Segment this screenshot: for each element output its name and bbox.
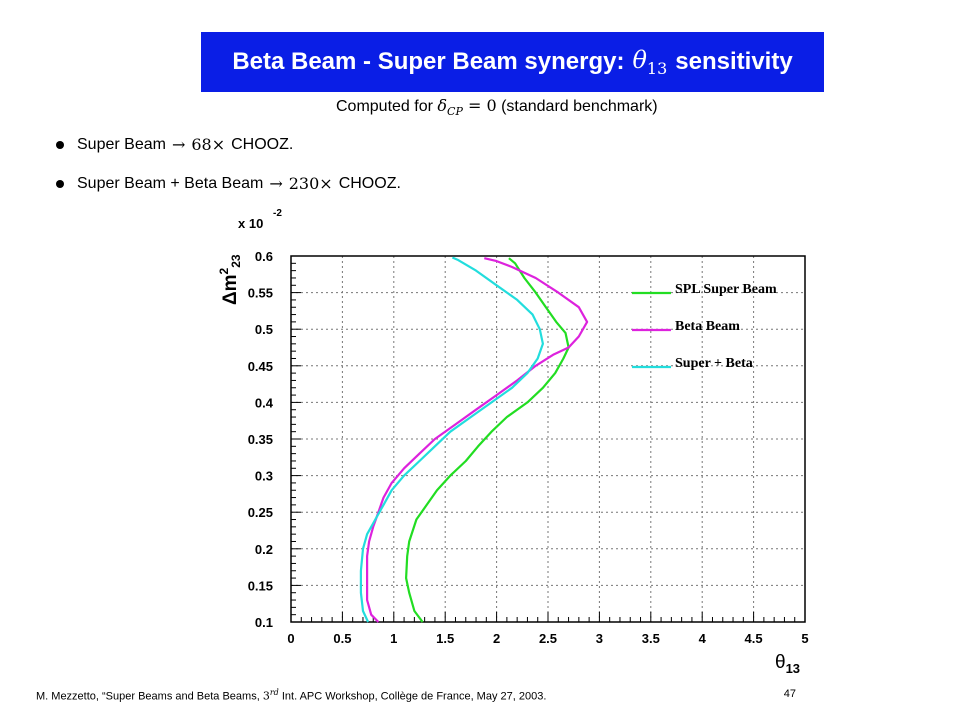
y-tick-label: 0.3 [255, 469, 273, 484]
y-tick-label: 0.6 [255, 249, 273, 264]
y-multiplier-exponent: -2 [273, 208, 282, 219]
series-line-spl-super-beam [405, 257, 570, 623]
delta-cp-math: δCP = 0 [437, 96, 497, 119]
svg-text:Δm223: Δm223 [217, 254, 243, 305]
slide-title: Beta Beam - Super Beam synergy: θ13 sens… [201, 32, 824, 92]
y-tick-label: 0.4 [255, 395, 274, 410]
x-tick-label: 3.5 [642, 631, 660, 646]
legend-label: Super + Beta [675, 356, 753, 371]
title-theta13: θ13 [632, 46, 668, 78]
footer-citation: M. Mezzetto, “Super Beams and Beta Beams… [36, 688, 796, 703]
x-tick-label: 2 [493, 631, 500, 646]
bullet-super-plus-beta: Super Beam + Beta Beam → 230× CHOOZ. [56, 174, 401, 193]
y-tick-label: 0.45 [248, 359, 273, 374]
x-tick-label: 1.5 [436, 631, 454, 646]
legend-label: SPL Super Beam [675, 282, 777, 297]
series-lines [359, 256, 589, 623]
bullet-dot-icon [56, 179, 64, 188]
title-suffix: sensitivity [675, 48, 793, 75]
axis-ticks: 0 0.5 1 1.5 2 2.5 3 3.5 4 4.5 5 0.1 0.15 0.2 0.25 0.3 0.… [248, 249, 809, 646]
y-tick-label: 0.35 [248, 432, 273, 447]
y-tick-label: 0.25 [248, 505, 273, 520]
chart-grid [291, 256, 805, 622]
x-tick-label: 3 [596, 631, 603, 646]
y-multiplier-label: x 10 [238, 216, 263, 231]
x-tick-label: 2.5 [539, 631, 557, 646]
y-tick-label: 0.5 [255, 322, 273, 337]
x-tick-label: 5 [801, 631, 808, 646]
bullet-dot-icon [56, 140, 64, 149]
x-axis-label: θ13 [775, 652, 800, 676]
y-axis-label: Δm223 [217, 254, 243, 305]
subtitle: Computed for δCP = 0 (standard benchmark… [336, 96, 658, 119]
x-tick-label: 0 [287, 631, 294, 646]
x-tick-label: 0.5 [333, 631, 351, 646]
page-number: 47 [783, 688, 796, 700]
chart-legend: SPL Super Beam Beta Beam Super + Beta [632, 282, 777, 371]
legend-label: Beta Beam [675, 319, 740, 334]
y-tick-label: 0.1 [255, 615, 273, 630]
bullet-super-beam: Super Beam → 68× CHOOZ. [56, 135, 293, 154]
y-tick-label: 0.15 [248, 578, 273, 593]
x-tick-label: 4.5 [745, 631, 763, 646]
y-tick-label: 0.55 [248, 286, 273, 301]
series-line-super-beta [359, 256, 544, 623]
x-tick-label: 1 [390, 631, 397, 646]
x-tick-label: 4 [699, 631, 707, 646]
y-tick-label: 0.2 [255, 542, 273, 557]
series-line-beta-beam [366, 257, 589, 623]
title-prefix: Beta Beam - Super Beam synergy: [232, 48, 625, 75]
